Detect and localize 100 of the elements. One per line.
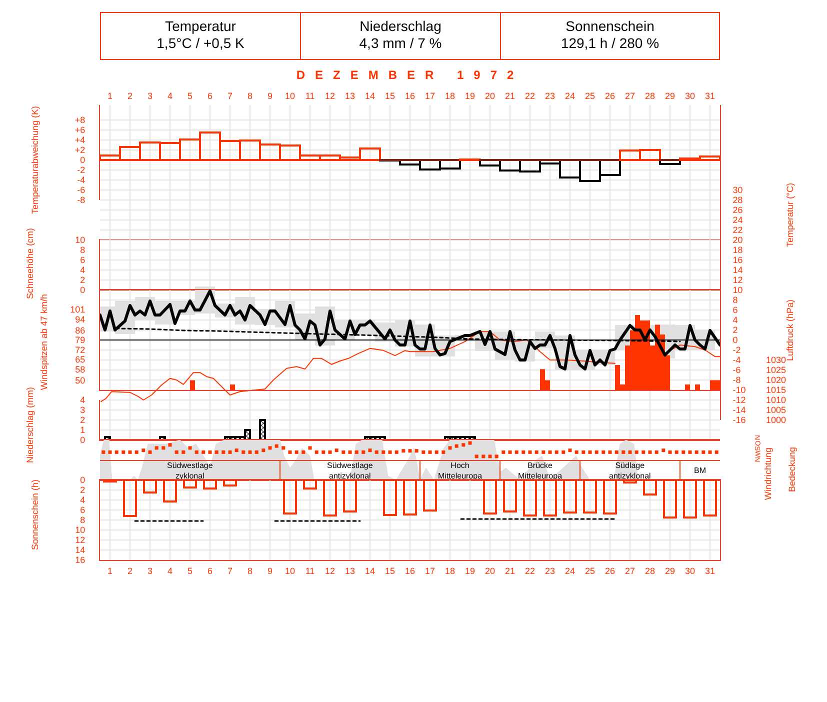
x-tick-label: 28 — [644, 91, 656, 102]
text: 4,3 mm / 7 % — [358, 35, 443, 52]
x-tick-label: 2 — [127, 566, 133, 576]
bar — [343, 480, 357, 512]
y3-tick-label: 1015 — [766, 385, 786, 396]
bar — [423, 480, 437, 512]
y2-tick-label: 16 — [732, 255, 743, 266]
x-tick-label: 30 — [684, 566, 696, 576]
x-tick-label: 6 — [207, 91, 213, 102]
x-tick-label: 22 — [524, 91, 536, 102]
y2-tick-label: 20 — [732, 235, 743, 246]
bar — [643, 480, 657, 496]
bar — [659, 159, 681, 165]
bar — [383, 480, 397, 516]
bar — [583, 480, 597, 514]
y2-tick-label: -8 — [732, 375, 741, 386]
y-tick-label: 0 — [80, 475, 86, 486]
y-tick-label: 0 — [80, 435, 86, 446]
y-axis-title: Niederschlag (mm) — [25, 386, 35, 463]
x-tick-label: 28 — [644, 566, 656, 576]
y-tick-label: 72 — [75, 344, 86, 355]
x-tick-label: 16 — [404, 91, 416, 102]
y3-tick-label: 1020 — [766, 375, 786, 386]
x-tick-label: 26 — [604, 91, 616, 102]
y2-tick-label: -10 — [732, 385, 746, 396]
x-tick-label: 25 — [584, 566, 596, 576]
bar — [323, 480, 337, 516]
y-tick-label: 6 — [80, 505, 86, 516]
x-tick-label: 8 — [247, 91, 253, 102]
y-tick-label: 14 — [75, 545, 86, 556]
bar — [663, 480, 677, 518]
y-tick-label: 4 — [80, 395, 86, 406]
x-tick-label: 31 — [704, 91, 716, 102]
y-tick-label: -8 — [77, 195, 86, 206]
x-tick-label: 23 — [544, 566, 556, 576]
x-tick-label: 11 — [305, 566, 315, 576]
bar — [543, 480, 557, 516]
y-axis-title: Temperaturabweichung (K) — [30, 106, 40, 214]
y-tick-label: 8 — [80, 515, 86, 526]
bar — [703, 480, 717, 516]
y3-tick-label: 1005 — [766, 405, 786, 416]
y3-tick-label: 1000 — [766, 415, 786, 426]
text: Niederschlag — [358, 18, 442, 35]
x-tick-label: 26 — [604, 566, 616, 576]
x-tick-label: 15 — [384, 91, 396, 102]
bar — [163, 480, 177, 502]
text: 129,1 h / 280 % — [560, 35, 660, 52]
y-tick-label: 0 — [80, 285, 86, 296]
x-tick-label: 7 — [227, 566, 233, 576]
y2-tick-label: 4 — [732, 315, 738, 326]
annotation: Brücke Mitteleuropa — [518, 461, 563, 480]
y2-tick-label: 10 — [732, 285, 743, 296]
x-tick-label: 1 — [107, 566, 113, 576]
x-tick-label: 21 — [504, 91, 516, 102]
x-tick-label: 22 — [524, 566, 536, 576]
x-tick-label: 18 — [444, 91, 456, 102]
bar — [259, 419, 266, 440]
text: Sonnenschein — [564, 18, 656, 35]
y-tick-label: +8 — [74, 115, 86, 126]
x-tick-label: 2 — [127, 91, 133, 102]
y2-tick-label: 6 — [732, 305, 738, 316]
y-tick-label: 3 — [80, 405, 86, 416]
bar — [483, 480, 497, 514]
y-axis-title: Bedeckung — [787, 446, 797, 492]
bar — [303, 480, 317, 490]
bar — [123, 480, 137, 517]
y-tick-label: 2 — [80, 275, 86, 286]
x-tick-label: 20 — [484, 91, 496, 102]
y2-tick-label: -2 — [732, 345, 741, 356]
x-tick-label: 14 — [364, 91, 376, 102]
y-tick-label: 16 — [75, 555, 86, 566]
x-tick-label: 25 — [584, 91, 596, 102]
y2-tick-label: 26 — [732, 205, 743, 216]
y-tick-label: -2 — [77, 165, 86, 176]
y-tick-label: -6 — [77, 185, 86, 196]
x-tick-label: 17 — [424, 91, 436, 102]
y-axis-title: Windrichtung — [763, 447, 773, 500]
y-tick-label: +2 — [74, 145, 86, 156]
bar — [623, 480, 637, 484]
y2-tick-label: 28 — [732, 195, 743, 206]
annotation: BM — [694, 466, 706, 475]
y-axis-title: Schneehöhe (cm) — [25, 228, 35, 299]
x-tick-label: 14 — [364, 566, 376, 576]
x-tick-label: 11 — [305, 91, 315, 102]
x-tick-label: 29 — [664, 91, 676, 102]
x-tick-label: 7 — [227, 91, 233, 102]
x-tick-label: 16 — [404, 566, 416, 576]
x-tick-label: 24 — [564, 91, 576, 102]
x-tick-label: 5 — [187, 91, 193, 102]
x-tick-label: 24 — [564, 566, 576, 576]
y-tick-label: 58 — [75, 364, 86, 374]
y-tick-label: -4 — [77, 175, 86, 186]
y2-tick-label: 18 — [732, 245, 743, 256]
bar — [683, 480, 697, 518]
bar — [223, 480, 237, 486]
x-tick-label: 19 — [464, 566, 476, 576]
y-tick-label: 1 — [80, 425, 86, 436]
x-tick-label: 6 — [207, 566, 213, 576]
x-tick-label: 8 — [247, 566, 253, 576]
chart-title: DEZEMBER 1972 — [296, 68, 524, 82]
